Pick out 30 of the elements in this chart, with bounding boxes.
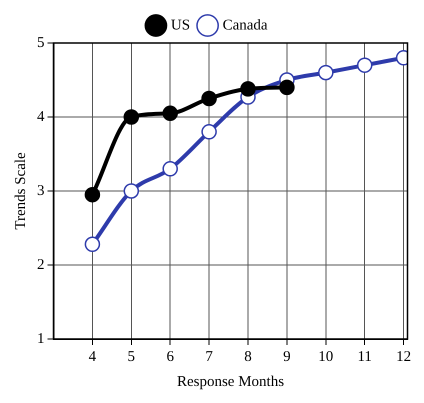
point: [201, 124, 217, 140]
point: [124, 183, 140, 199]
x-tick-label: 6: [166, 348, 174, 365]
point: [201, 90, 217, 106]
legend-label: Canada: [222, 17, 268, 34]
point: [356, 57, 372, 73]
point: [240, 81, 256, 97]
point: [162, 161, 178, 177]
y-tick-label: 4: [37, 108, 45, 125]
point: [318, 64, 334, 80]
point: [124, 109, 140, 125]
x-tick-label: 8: [244, 348, 252, 365]
y-axis-title: Trends Scale: [12, 152, 29, 230]
point: [84, 236, 100, 252]
y-tick-label: 5: [37, 34, 44, 51]
x-tick-label: 7: [205, 348, 214, 365]
point: [162, 106, 178, 122]
legend-label: US: [170, 17, 190, 34]
y-tick-label: 2: [37, 256, 44, 273]
x-tick-label: 11: [357, 348, 372, 365]
x-tick-label: 5: [128, 348, 136, 365]
y-tick-label: 3: [37, 182, 44, 199]
x-tick-label: 12: [396, 348, 412, 365]
x-axis-title: Response Months: [176, 374, 284, 390]
x-tick-label: 4: [88, 348, 97, 365]
x-tick-label: 10: [318, 348, 334, 365]
point: [279, 80, 295, 96]
y-tick-label: 1: [37, 330, 44, 347]
x-tick-label: 9: [283, 348, 291, 365]
point: [84, 186, 100, 202]
